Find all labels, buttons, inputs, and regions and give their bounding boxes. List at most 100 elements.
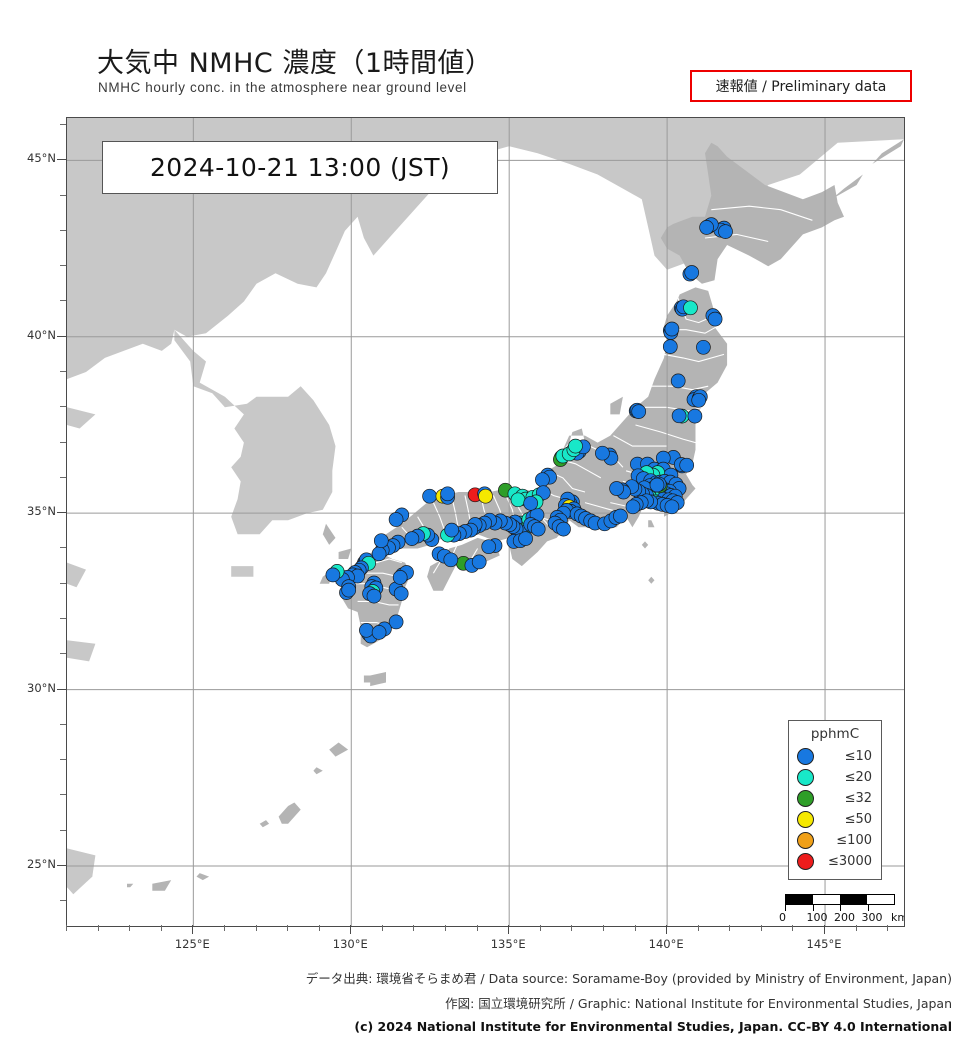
station-point[interactable] — [510, 492, 526, 508]
station-point[interactable] — [699, 220, 714, 235]
station-point[interactable] — [388, 512, 404, 527]
hachijojima — [648, 576, 655, 584]
station-point[interactable] — [325, 567, 341, 583]
station-point[interactable] — [341, 582, 357, 598]
legend-swatch-icon — [797, 811, 814, 828]
scale-seg-1 — [786, 895, 813, 904]
station-point[interactable] — [443, 552, 459, 568]
station-point[interactable] — [481, 539, 497, 555]
station-point[interactable] — [662, 339, 678, 354]
station-point[interactable] — [373, 533, 389, 549]
legend-box[interactable]: pphmC ≤10 ≤20 ≤32 ≤50 ≤100 ≤3000 — [788, 720, 882, 880]
legend-item-0[interactable]: ≤10 — [796, 746, 874, 767]
tick-lon-minor-147 — [887, 925, 889, 931]
tick-lon-minor-134 — [476, 925, 478, 931]
tick-lat-minor-46 — [60, 124, 66, 126]
china-coast-a — [67, 562, 86, 588]
station-point[interactable] — [523, 495, 539, 511]
legend-item-label: ≤3000 — [828, 854, 872, 869]
station-point[interactable] — [707, 311, 723, 327]
legend-swatch-icon — [797, 748, 814, 765]
station-point[interactable] — [444, 522, 460, 538]
niijima — [641, 541, 649, 549]
tokunoshima — [313, 767, 323, 775]
station-point[interactable] — [671, 408, 687, 424]
legend-title: pphmC — [810, 726, 860, 742]
map-plot-area[interactable]: 2024-10-21 13:00 (JST) pphmC ≤10 ≤20 ≤32 ≤5… — [66, 117, 905, 927]
station-point[interactable] — [422, 488, 437, 504]
station-point[interactable] — [613, 508, 628, 524]
tick-lat-35 — [57, 512, 66, 514]
station-point[interactable] — [359, 622, 374, 638]
station-point[interactable] — [478, 488, 493, 504]
station-point[interactable] — [679, 457, 695, 473]
pref-border-2 — [663, 353, 725, 363]
tick-lon-130 — [350, 925, 352, 934]
station-point[interactable] — [568, 438, 583, 454]
tick-lat-25 — [57, 865, 66, 867]
tick-lat-minor-31 — [60, 653, 66, 655]
tick-lat-45 — [57, 159, 66, 161]
station-point[interactable] — [371, 625, 387, 640]
tick-lon-minor-133 — [445, 925, 447, 931]
station-point[interactable] — [696, 339, 711, 355]
station-point[interactable] — [684, 265, 700, 280]
station-point[interactable] — [471, 554, 487, 570]
scale-tick-1 — [812, 905, 814, 911]
tanegashima — [370, 672, 386, 687]
station-point[interactable] — [404, 531, 420, 546]
tsushima — [322, 523, 336, 545]
station-point[interactable] — [556, 521, 571, 537]
tick-lon-minor-146 — [855, 925, 857, 931]
station-point[interactable] — [664, 321, 680, 337]
preliminary-data-badge: 速報値 / Preliminary data — [690, 70, 912, 102]
station-point[interactable] — [366, 588, 382, 604]
tick-lat-minor-44 — [60, 194, 66, 196]
jeju-island — [231, 566, 254, 577]
legend-item-4[interactable]: ≤100 — [796, 830, 874, 851]
station-point[interactable] — [664, 499, 680, 515]
station-point[interactable] — [631, 404, 647, 419]
station-point[interactable] — [687, 408, 703, 424]
tick-lon-minor-136 — [539, 925, 541, 931]
station-point[interactable] — [609, 481, 624, 496]
station-point[interactable] — [670, 373, 686, 389]
scale-tick-2 — [840, 905, 841, 911]
iki-island — [338, 548, 352, 559]
station-point[interactable] — [393, 586, 409, 601]
legend-item-1[interactable]: ≤20 — [796, 767, 874, 788]
station-point[interactable] — [683, 300, 698, 316]
tick-lat-minor-26 — [60, 829, 66, 831]
pref-border-8 — [562, 459, 602, 479]
tick-lon-minor-139 — [634, 925, 636, 931]
timestamp-box: 2024-10-21 13:00 (JST) — [102, 141, 498, 194]
station-point[interactable] — [518, 531, 533, 546]
station-point[interactable] — [535, 472, 550, 488]
tick-lon-145 — [824, 925, 826, 934]
legend-item-5[interactable]: ≤3000 — [796, 851, 874, 872]
station-point[interactable] — [392, 570, 408, 585]
tick-lon-minor-132 — [413, 925, 415, 931]
tick-lon-minor-142 — [729, 925, 731, 931]
station-point[interactable] — [440, 486, 455, 502]
tick-lat-minor-38 — [60, 406, 66, 408]
scale-tick-label: 0 — [779, 911, 786, 924]
legend-item-3[interactable]: ≤50 — [796, 809, 874, 830]
station-point[interactable] — [595, 445, 610, 461]
axis-label-lon-135: 135°E — [490, 937, 526, 951]
station-point[interactable] — [649, 477, 665, 493]
station-point[interactable] — [625, 499, 641, 515]
station-point[interactable] — [530, 521, 546, 537]
axis-label-lat-30: 30°N — [27, 680, 56, 695]
station-point[interactable] — [691, 392, 707, 408]
legend-item-2[interactable]: ≤32 — [796, 788, 874, 809]
tick-lon-minor-127 — [255, 925, 257, 931]
station-point[interactable] — [718, 224, 733, 239]
pref-border-26 — [432, 502, 447, 535]
scale-tick-3 — [867, 905, 869, 911]
pref-border-3 — [651, 385, 709, 391]
station-point[interactable] — [388, 614, 404, 630]
tick-lat-40 — [57, 335, 66, 337]
scale-tick-label: 100 — [806, 911, 828, 924]
